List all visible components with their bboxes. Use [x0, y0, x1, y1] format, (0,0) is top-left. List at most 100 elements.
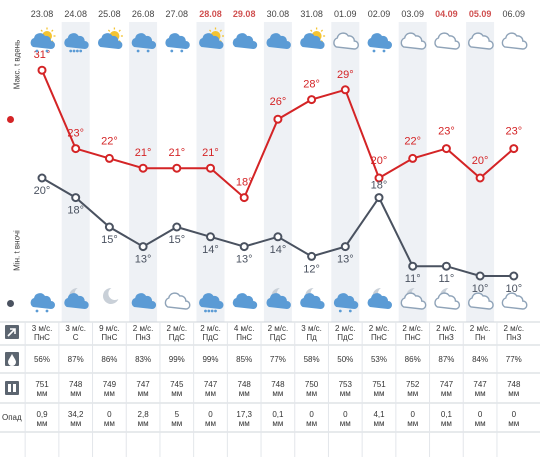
date-label[interactable]: 31.08 — [300, 9, 323, 19]
max-temp-point[interactable] — [239, 193, 249, 203]
wind-speed: 9 м/с. — [99, 324, 120, 333]
min-temp-point[interactable] — [37, 173, 47, 183]
max-temp-point[interactable] — [441, 144, 451, 154]
pressure-cell: 747 мм — [463, 380, 497, 398]
max-temp-point[interactable] — [374, 173, 384, 183]
humidity-value: 86% — [404, 355, 421, 364]
cloud-outline-icon — [434, 32, 461, 50]
min-temp-legend-dot — [7, 300, 14, 307]
max-temp-point[interactable] — [509, 144, 519, 154]
date-label[interactable]: 05.09 — [468, 9, 492, 19]
precip-row-label: Опад — [2, 413, 22, 422]
date-label[interactable]: 30.08 — [266, 9, 290, 19]
min-temp-point[interactable] — [104, 222, 114, 232]
wind-speed: 2 м/с. — [200, 324, 221, 333]
min-temp-point[interactable] — [509, 271, 519, 281]
pressure-value: 748 — [69, 380, 83, 389]
precip-unit: мм — [238, 419, 250, 428]
humidity-cell: 58% — [295, 355, 329, 364]
pressure-value: 749 — [102, 380, 117, 389]
min-temp-point[interactable] — [138, 242, 148, 252]
wind-cell: 2 м/с. ПдС — [194, 324, 228, 342]
min-temp-point[interactable] — [441, 261, 451, 271]
column-shade — [331, 22, 360, 322]
partly-cloudy-icon — [300, 27, 326, 49]
min-temp-point[interactable] — [408, 261, 418, 271]
wind-speed: 3 м/с. — [31, 324, 53, 333]
date-label[interactable]: 28.08 — [199, 9, 222, 19]
cloud-outline-icon — [333, 32, 359, 50]
precip-unit: мм — [440, 419, 452, 428]
wind-cell: 2 м/с. ПнС — [396, 324, 430, 342]
pressure-unit: мм — [373, 389, 385, 398]
cloud-icon — [266, 33, 291, 49]
date-label[interactable]: 29.08 — [232, 9, 256, 19]
date-label[interactable]: 27.08 — [165, 9, 189, 19]
date-label[interactable]: 02.09 — [367, 9, 391, 19]
precip-unit: мм — [339, 419, 351, 428]
max-temp-point[interactable] — [273, 114, 283, 124]
precip-cell: 0 мм — [497, 410, 531, 428]
min-temp-point[interactable] — [172, 222, 182, 232]
min-temp-point[interactable] — [307, 251, 317, 261]
max-temp-label: 18° — [236, 177, 253, 189]
min-temp-label: 15° — [168, 234, 185, 246]
max-temp-point[interactable] — [71, 144, 81, 154]
pressure-cell: 751 мм — [362, 380, 396, 398]
cloud-icon — [131, 293, 157, 309]
pressure-value: 748 — [271, 380, 285, 389]
wind-cell: 9 м/с. ПнС — [92, 324, 126, 342]
humidity-value: 77% — [505, 355, 522, 364]
pressure-value: 747 — [136, 380, 150, 389]
min-temp-point[interactable] — [340, 242, 350, 252]
precip-value: 0 — [511, 410, 517, 419]
date-label[interactable]: 24.08 — [64, 9, 87, 19]
precip-cell: 5 мм — [160, 410, 194, 428]
date-label[interactable]: 03.09 — [401, 9, 424, 19]
wind-direction: С — [72, 333, 79, 342]
date-label[interactable]: 25.08 — [98, 9, 121, 19]
max-temp-label: 31° — [34, 49, 51, 61]
precip-cell: 0 мм — [463, 410, 497, 428]
humidity-value: 99% — [202, 355, 219, 364]
precip-value: 0 — [410, 410, 415, 419]
max-temp-point[interactable] — [307, 95, 317, 105]
date-label[interactable]: 04.09 — [435, 9, 458, 19]
pressure-value: 748 — [237, 380, 251, 389]
min-temp-point[interactable] — [71, 193, 81, 203]
precip-unit: мм — [205, 419, 216, 428]
precip-value: 0,1 — [272, 410, 284, 419]
max-temp-label: 22° — [101, 135, 118, 147]
min-temp-point[interactable] — [475, 271, 485, 281]
max-temp-point[interactable] — [37, 65, 47, 75]
max-temp-point[interactable] — [172, 163, 182, 173]
min-temp-label: 14° — [202, 244, 219, 256]
date-label[interactable]: 01.09 — [334, 9, 357, 19]
min-temp-point[interactable] — [273, 232, 283, 242]
pressure-value: 745 — [170, 380, 184, 389]
min-temp-point[interactable] — [239, 242, 249, 252]
pressure-value: 747 — [473, 380, 487, 389]
max-temp-point[interactable] — [206, 163, 215, 173]
wind-speed: 2 м/с. — [469, 324, 491, 333]
max-temp-point[interactable] — [408, 153, 418, 163]
min-temp-point[interactable] — [374, 193, 384, 203]
humidity-value: 53% — [370, 355, 387, 364]
min-temp-label: 18° — [371, 180, 388, 192]
pressure-value: 751 — [372, 380, 386, 389]
max-temp-point[interactable] — [475, 173, 485, 183]
max-temp-point[interactable] — [340, 85, 350, 95]
date-label[interactable]: 06.09 — [502, 9, 526, 19]
date-label[interactable]: 23.08 — [30, 9, 54, 19]
max-temp-point[interactable] — [104, 153, 114, 163]
wind-cell: 2 м/с. ПнЗ — [126, 324, 160, 342]
wind-direction: ПнЗ — [506, 333, 522, 342]
wind-cell: 2 м/с. ПдС — [328, 324, 362, 342]
wind-speed: 3 м/с. — [65, 324, 86, 333]
max-temp-point[interactable] — [138, 163, 148, 173]
date-label[interactable]: 26.08 — [131, 9, 155, 19]
min-temp-label: 11° — [405, 273, 421, 285]
precip-unit: мм — [36, 419, 48, 428]
min-temp-point[interactable] — [206, 232, 215, 242]
min-temp-label: 13° — [337, 254, 354, 266]
